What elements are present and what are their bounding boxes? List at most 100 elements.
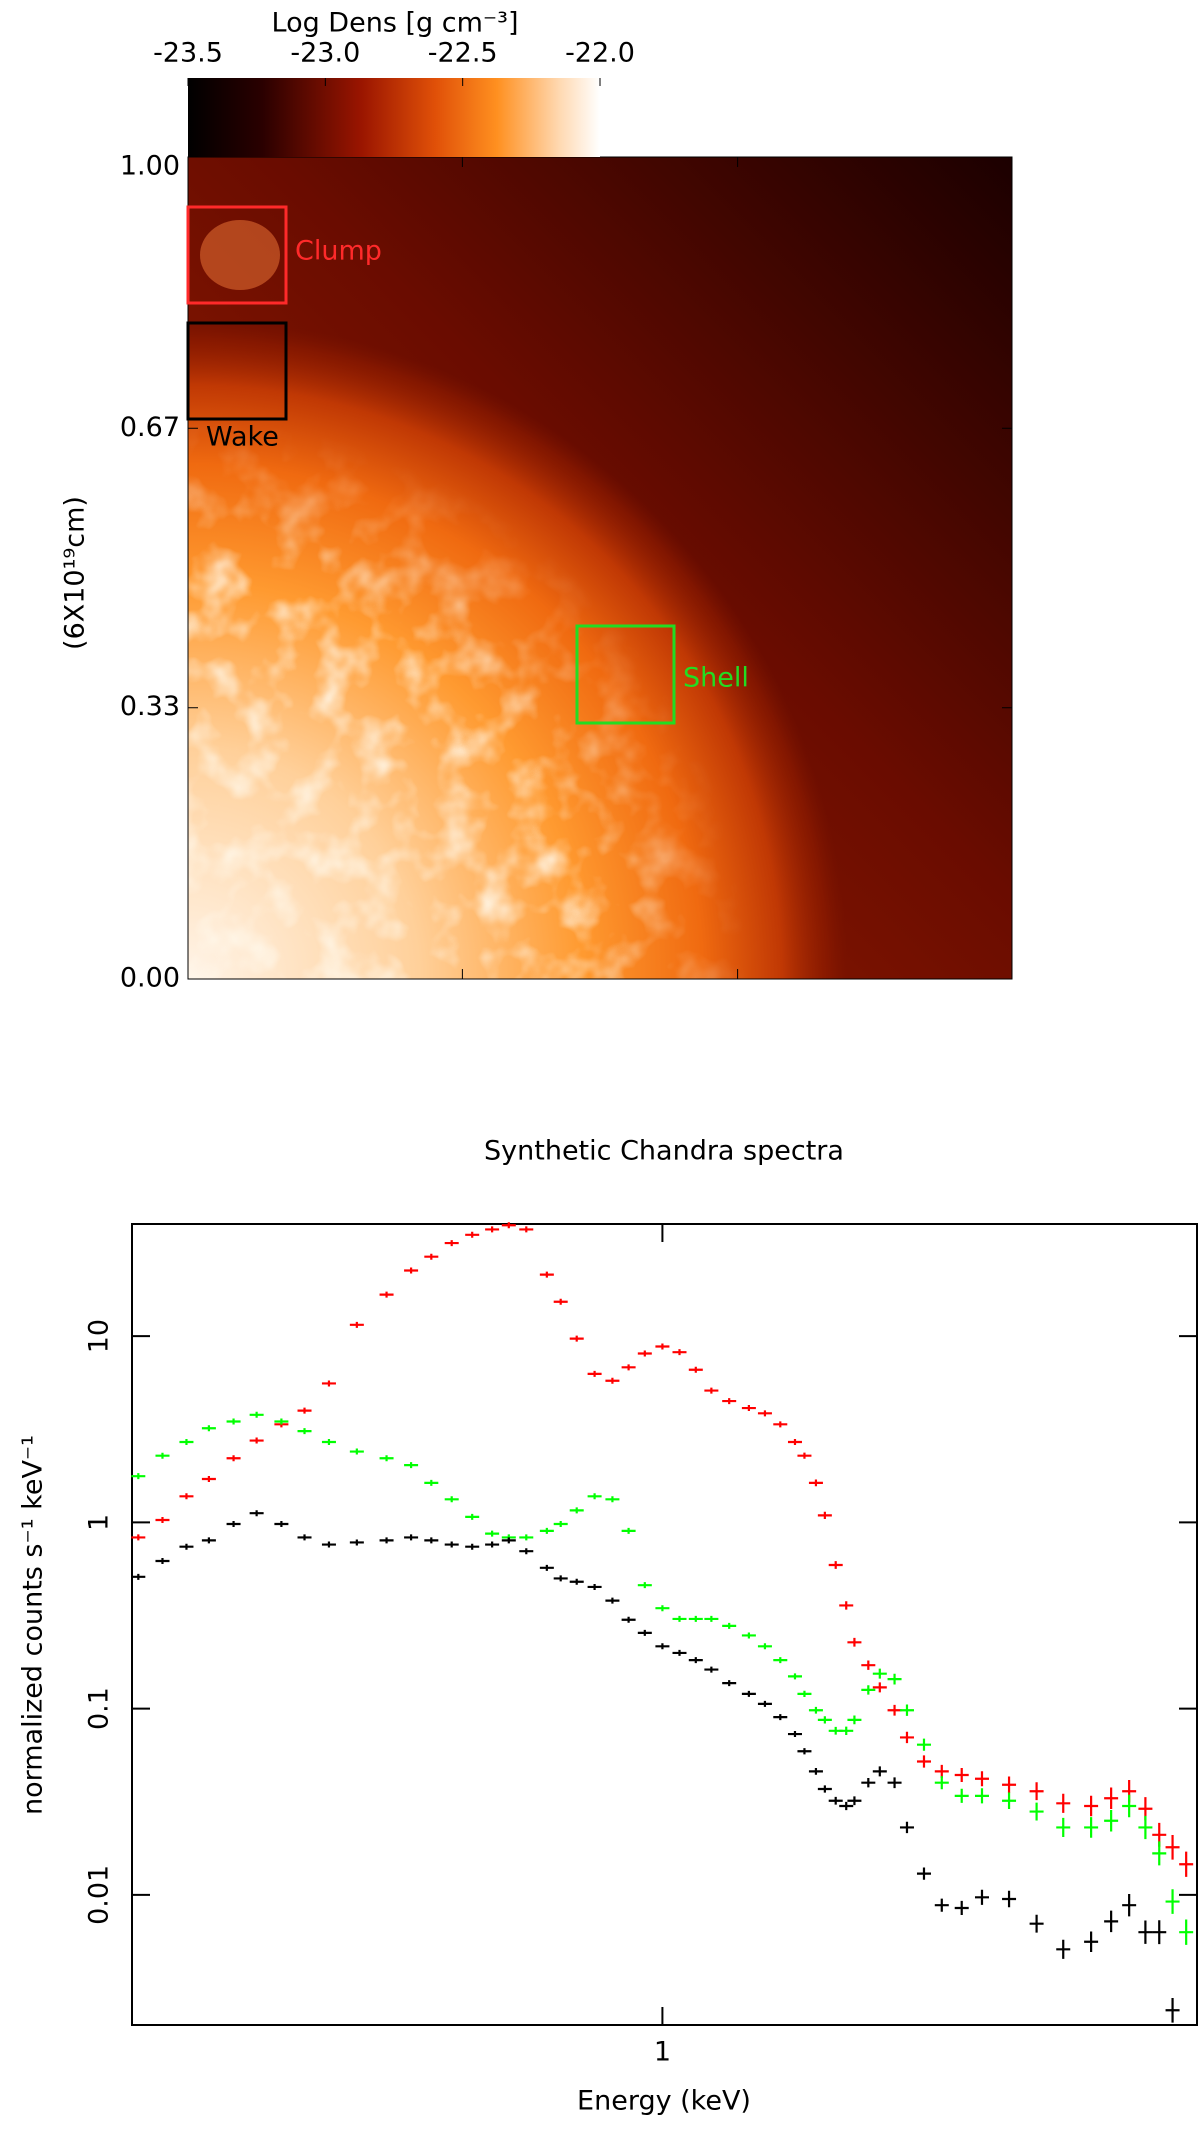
data-point — [349, 1448, 364, 1455]
clump-blob — [200, 220, 280, 290]
data-point — [485, 1541, 500, 1548]
data-point — [155, 1516, 170, 1523]
data-point — [621, 1364, 636, 1371]
data-point — [465, 1543, 480, 1550]
y-tick-label: 1.00 — [120, 151, 180, 182]
data-point — [444, 1240, 459, 1247]
data-point — [553, 1575, 568, 1582]
data-point — [1104, 1787, 1119, 1810]
data-point — [605, 1496, 620, 1503]
data-point — [787, 1673, 802, 1680]
data-point — [839, 1726, 854, 1735]
data-point — [1056, 1939, 1071, 1959]
data-point — [1104, 1809, 1119, 1832]
data-point — [424, 1479, 439, 1486]
data-point — [539, 1271, 554, 1278]
data-point — [899, 1731, 914, 1744]
data-point — [1165, 1997, 1180, 2023]
data-point — [954, 1900, 969, 1916]
y-axis-label: (6X10¹⁹cm) — [60, 496, 91, 650]
y-tick-label: 0.1 — [84, 1687, 115, 1730]
data-point — [1179, 1851, 1194, 1877]
data-point — [741, 1405, 756, 1412]
data-point — [201, 1475, 216, 1482]
data-point — [655, 1605, 670, 1612]
data-point — [1084, 1931, 1099, 1952]
data-point — [621, 1527, 636, 1534]
data-point — [1002, 1776, 1017, 1793]
data-point — [1002, 1890, 1017, 1908]
data-point — [1084, 1817, 1099, 1838]
data-point — [847, 1715, 862, 1725]
data-point — [404, 1534, 419, 1541]
data-point — [1165, 1834, 1180, 1860]
data-point — [637, 1582, 652, 1589]
data-point — [539, 1564, 554, 1571]
y-tick-label: 0.33 — [120, 691, 180, 722]
data-point — [828, 1796, 843, 1805]
data-point — [1138, 1815, 1153, 1840]
data-point — [379, 1455, 394, 1462]
data-point — [465, 1513, 480, 1520]
data-point — [519, 1548, 534, 1555]
data-point — [637, 1629, 652, 1636]
data-point — [741, 1690, 756, 1697]
data-point — [155, 1558, 170, 1565]
data-point — [704, 1387, 719, 1394]
data-point — [787, 1439, 802, 1446]
y-tick-label: 1 — [84, 1514, 115, 1531]
data-point — [501, 1222, 516, 1229]
data-point — [1104, 1910, 1119, 1933]
data-point — [569, 1578, 584, 1585]
data-point — [485, 1530, 500, 1537]
data-point — [773, 1421, 788, 1428]
x-tick-label: 1 — [654, 2037, 671, 2068]
data-point — [887, 1673, 902, 1685]
data-point — [722, 1622, 737, 1629]
data-point — [872, 1766, 887, 1777]
data-point — [861, 1778, 876, 1788]
data-point — [179, 1439, 194, 1446]
data-point — [321, 1380, 336, 1387]
y-tick-label: 0.00 — [120, 963, 180, 994]
data-point — [954, 1788, 969, 1803]
data-point — [131, 1534, 146, 1541]
data-point — [249, 1510, 264, 1517]
data-point — [321, 1541, 336, 1548]
map-clumps — [188, 157, 1012, 979]
data-point — [569, 1335, 584, 1342]
data-point — [934, 1776, 949, 1790]
data-point — [587, 1583, 602, 1590]
colorbar-tick-label: -22.5 — [428, 38, 498, 69]
region-box — [186, 321, 288, 421]
data-point — [1138, 1920, 1153, 1944]
data-point — [1179, 1919, 1194, 1945]
data-point — [688, 1657, 703, 1664]
data-point — [704, 1615, 719, 1622]
colorbar-tick-label: -23.5 — [153, 38, 223, 69]
data-point — [179, 1493, 194, 1500]
data-point — [297, 1407, 312, 1414]
data-point — [655, 1643, 670, 1650]
data-point — [1152, 1920, 1167, 1945]
data-point — [954, 1767, 969, 1783]
data-point — [519, 1534, 534, 1541]
data-point — [934, 1898, 949, 1912]
data-point — [872, 1668, 887, 1679]
data-point — [519, 1226, 534, 1233]
colorbar-tick-label: -23.0 — [290, 38, 360, 69]
data-point — [605, 1377, 620, 1384]
data-point — [817, 1716, 832, 1724]
data-point — [916, 1755, 931, 1768]
data-point — [553, 1298, 568, 1305]
data-point — [797, 1690, 812, 1697]
data-point — [587, 1493, 602, 1500]
data-point — [539, 1527, 554, 1534]
data-point — [839, 1801, 854, 1811]
data-point — [131, 1573, 146, 1580]
data-point — [274, 1418, 289, 1425]
data-point — [722, 1680, 737, 1687]
colorbar-label: Log Dens [g cm⁻³] — [272, 8, 519, 39]
data-point — [249, 1437, 264, 1444]
